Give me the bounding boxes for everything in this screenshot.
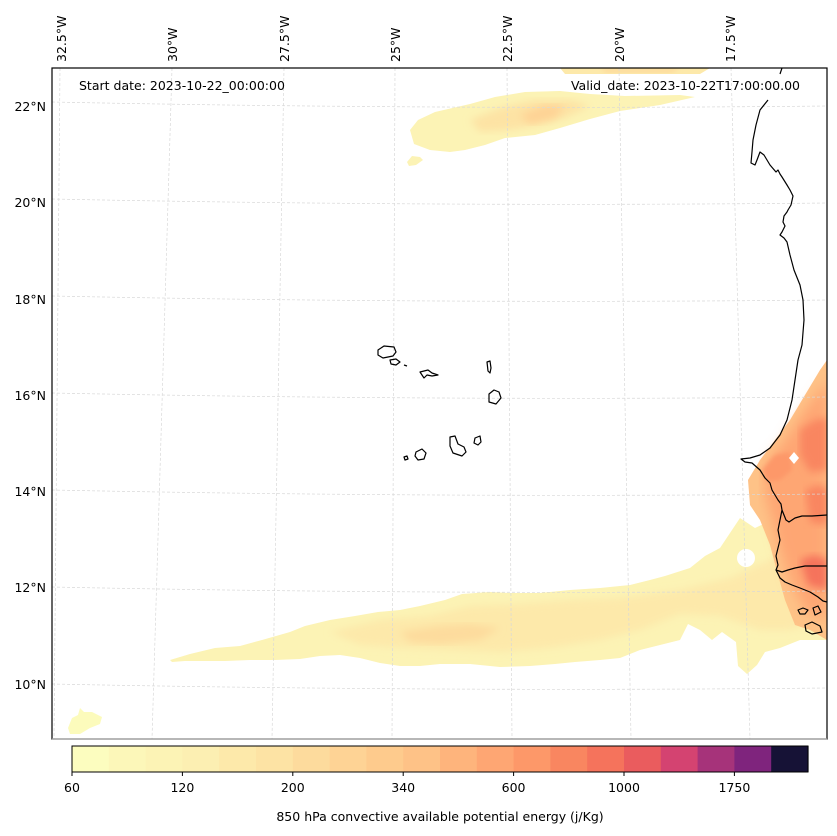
cape-region-northern-fragment bbox=[407, 156, 423, 166]
island-santiago bbox=[449, 435, 467, 457]
cape-region-northern-peak bbox=[520, 105, 565, 124]
lon-label-20w: 20°W bbox=[612, 27, 627, 62]
colorbar-tick-label: 1000 bbox=[608, 780, 640, 795]
cape-region-coastal-peak-north bbox=[800, 418, 827, 472]
island-santo-antao bbox=[377, 345, 397, 359]
gridline-lat-20 bbox=[52, 198, 827, 205]
coastline-west-africa bbox=[740, 68, 827, 603]
latitude-labels: 22°N 20°N 18°N 16°N 14°N 12°N 10°N bbox=[14, 99, 46, 692]
lon-label-22-5w: 22.5°W bbox=[500, 16, 515, 62]
coastline-bijagos-2 bbox=[812, 605, 822, 616]
colorbar-bin bbox=[108, 746, 147, 772]
lat-label-10n: 10°N bbox=[14, 677, 46, 692]
cape-region-top-edge-core bbox=[600, 68, 680, 73]
cape-region-southern-core bbox=[400, 624, 500, 644]
colorbar-bin bbox=[734, 746, 772, 772]
colorbar-bins bbox=[72, 746, 809, 772]
coastlines bbox=[377, 68, 827, 635]
colorbar-tick-label: 120 bbox=[170, 780, 194, 795]
island-brava bbox=[403, 455, 409, 461]
colorbar-tick-label: 60 bbox=[64, 780, 80, 795]
valid-date-annotation: Valid_date: 2023-10-22T17:00:00.00 bbox=[571, 78, 800, 93]
gridline-lat-16 bbox=[52, 392, 827, 399]
island-santa-luzia bbox=[403, 364, 408, 367]
lon-label-17-5w: 17.5°W bbox=[723, 16, 738, 62]
cape-region-coastal-peak-south bbox=[800, 555, 827, 590]
cape-gap-coastal bbox=[789, 452, 799, 464]
colorbar-bin bbox=[440, 746, 478, 772]
colorbar-bin bbox=[513, 746, 551, 772]
colorbar-bin bbox=[550, 746, 588, 772]
graticule bbox=[52, 68, 827, 739]
cape-region-coastal-west-lobe bbox=[762, 452, 792, 482]
colorbar-bin bbox=[72, 746, 110, 772]
colorbar-bin bbox=[660, 746, 699, 772]
colorbar-bin bbox=[329, 746, 367, 772]
island-boa-vista bbox=[488, 389, 502, 405]
gridline-lon-30 bbox=[151, 68, 173, 739]
colorbar-bin bbox=[145, 746, 183, 772]
gridline-lon-27-5 bbox=[271, 68, 285, 739]
colorbar-tick-label: 1750 bbox=[718, 780, 750, 795]
colorbar-ticks: 60 120 200 340 600 1000 1750 bbox=[64, 772, 750, 795]
island-sal bbox=[486, 360, 492, 374]
lon-label-25w: 25°W bbox=[388, 27, 403, 62]
colorbar-bin bbox=[476, 746, 515, 772]
colorbar-bin bbox=[182, 746, 220, 772]
lat-label-22n: 22°N bbox=[14, 99, 46, 114]
gridline-lon-32-5 bbox=[53, 68, 61, 739]
gridline-lat-12 bbox=[52, 586, 827, 593]
colorbar-tick-label: 340 bbox=[391, 780, 415, 795]
lat-label-14n: 14°N bbox=[14, 484, 46, 499]
island-fogo bbox=[414, 448, 427, 461]
colorbar-bin bbox=[587, 746, 625, 772]
colorbar-frame bbox=[71, 745, 809, 773]
lon-label-30w: 30°W bbox=[165, 27, 180, 62]
gridline-lon-22-5 bbox=[506, 68, 513, 739]
colorbar-bin bbox=[624, 746, 662, 772]
colorbar-tick-label: 600 bbox=[502, 780, 526, 795]
cape-fill-layer bbox=[68, 68, 827, 734]
longitude-labels: 32.5°W 30°W 27.5°W 25°W 22.5°W 20°W 17.5… bbox=[54, 16, 738, 62]
cape-gap-southern bbox=[737, 549, 755, 567]
lat-label-16n: 16°N bbox=[14, 388, 46, 403]
island-sao-vicente bbox=[389, 358, 401, 366]
colorbar-label: 850 hPa convective available potential e… bbox=[276, 809, 603, 824]
gridline-lat-10 bbox=[52, 683, 827, 690]
colorbar-bin bbox=[292, 746, 331, 772]
colorbar-bin bbox=[256, 746, 294, 772]
colorbar-bin bbox=[219, 746, 257, 772]
cape-region-southwest-patch bbox=[68, 708, 102, 734]
start-date-annotation: Start date: 2023-10-22_00:00:00 bbox=[79, 78, 285, 93]
lon-label-27-5w: 27.5°W bbox=[277, 16, 292, 62]
gridline-lat-14 bbox=[52, 489, 827, 496]
lat-label-12n: 12°N bbox=[14, 580, 46, 595]
gridline-lon-20 bbox=[618, 68, 632, 739]
map-content bbox=[52, 68, 827, 739]
lat-label-20n: 20°N bbox=[14, 195, 46, 210]
colorbar-bin bbox=[697, 746, 735, 772]
colorbar-bin bbox=[366, 746, 404, 772]
colorbar-bin bbox=[403, 746, 441, 772]
coastline-bijagos-3 bbox=[804, 621, 823, 635]
lon-label-32-5w: 32.5°W bbox=[54, 16, 69, 62]
colorbar-bin bbox=[771, 746, 809, 772]
lat-label-18n: 18°N bbox=[14, 292, 46, 307]
gridline-lat-18 bbox=[52, 295, 827, 302]
coastline-bijagos-1 bbox=[797, 607, 809, 615]
island-maio bbox=[473, 435, 482, 446]
gridline-lat-22 bbox=[52, 101, 827, 108]
island-sao-nicolau bbox=[419, 369, 439, 379]
colorbar: 60 120 200 340 600 1000 1750 850 hPa convectiv… bbox=[64, 745, 809, 824]
gridline-lon-17-5 bbox=[730, 68, 751, 739]
colorbar-tick-label: 200 bbox=[281, 780, 305, 795]
gridline-lon-25 bbox=[391, 68, 396, 739]
